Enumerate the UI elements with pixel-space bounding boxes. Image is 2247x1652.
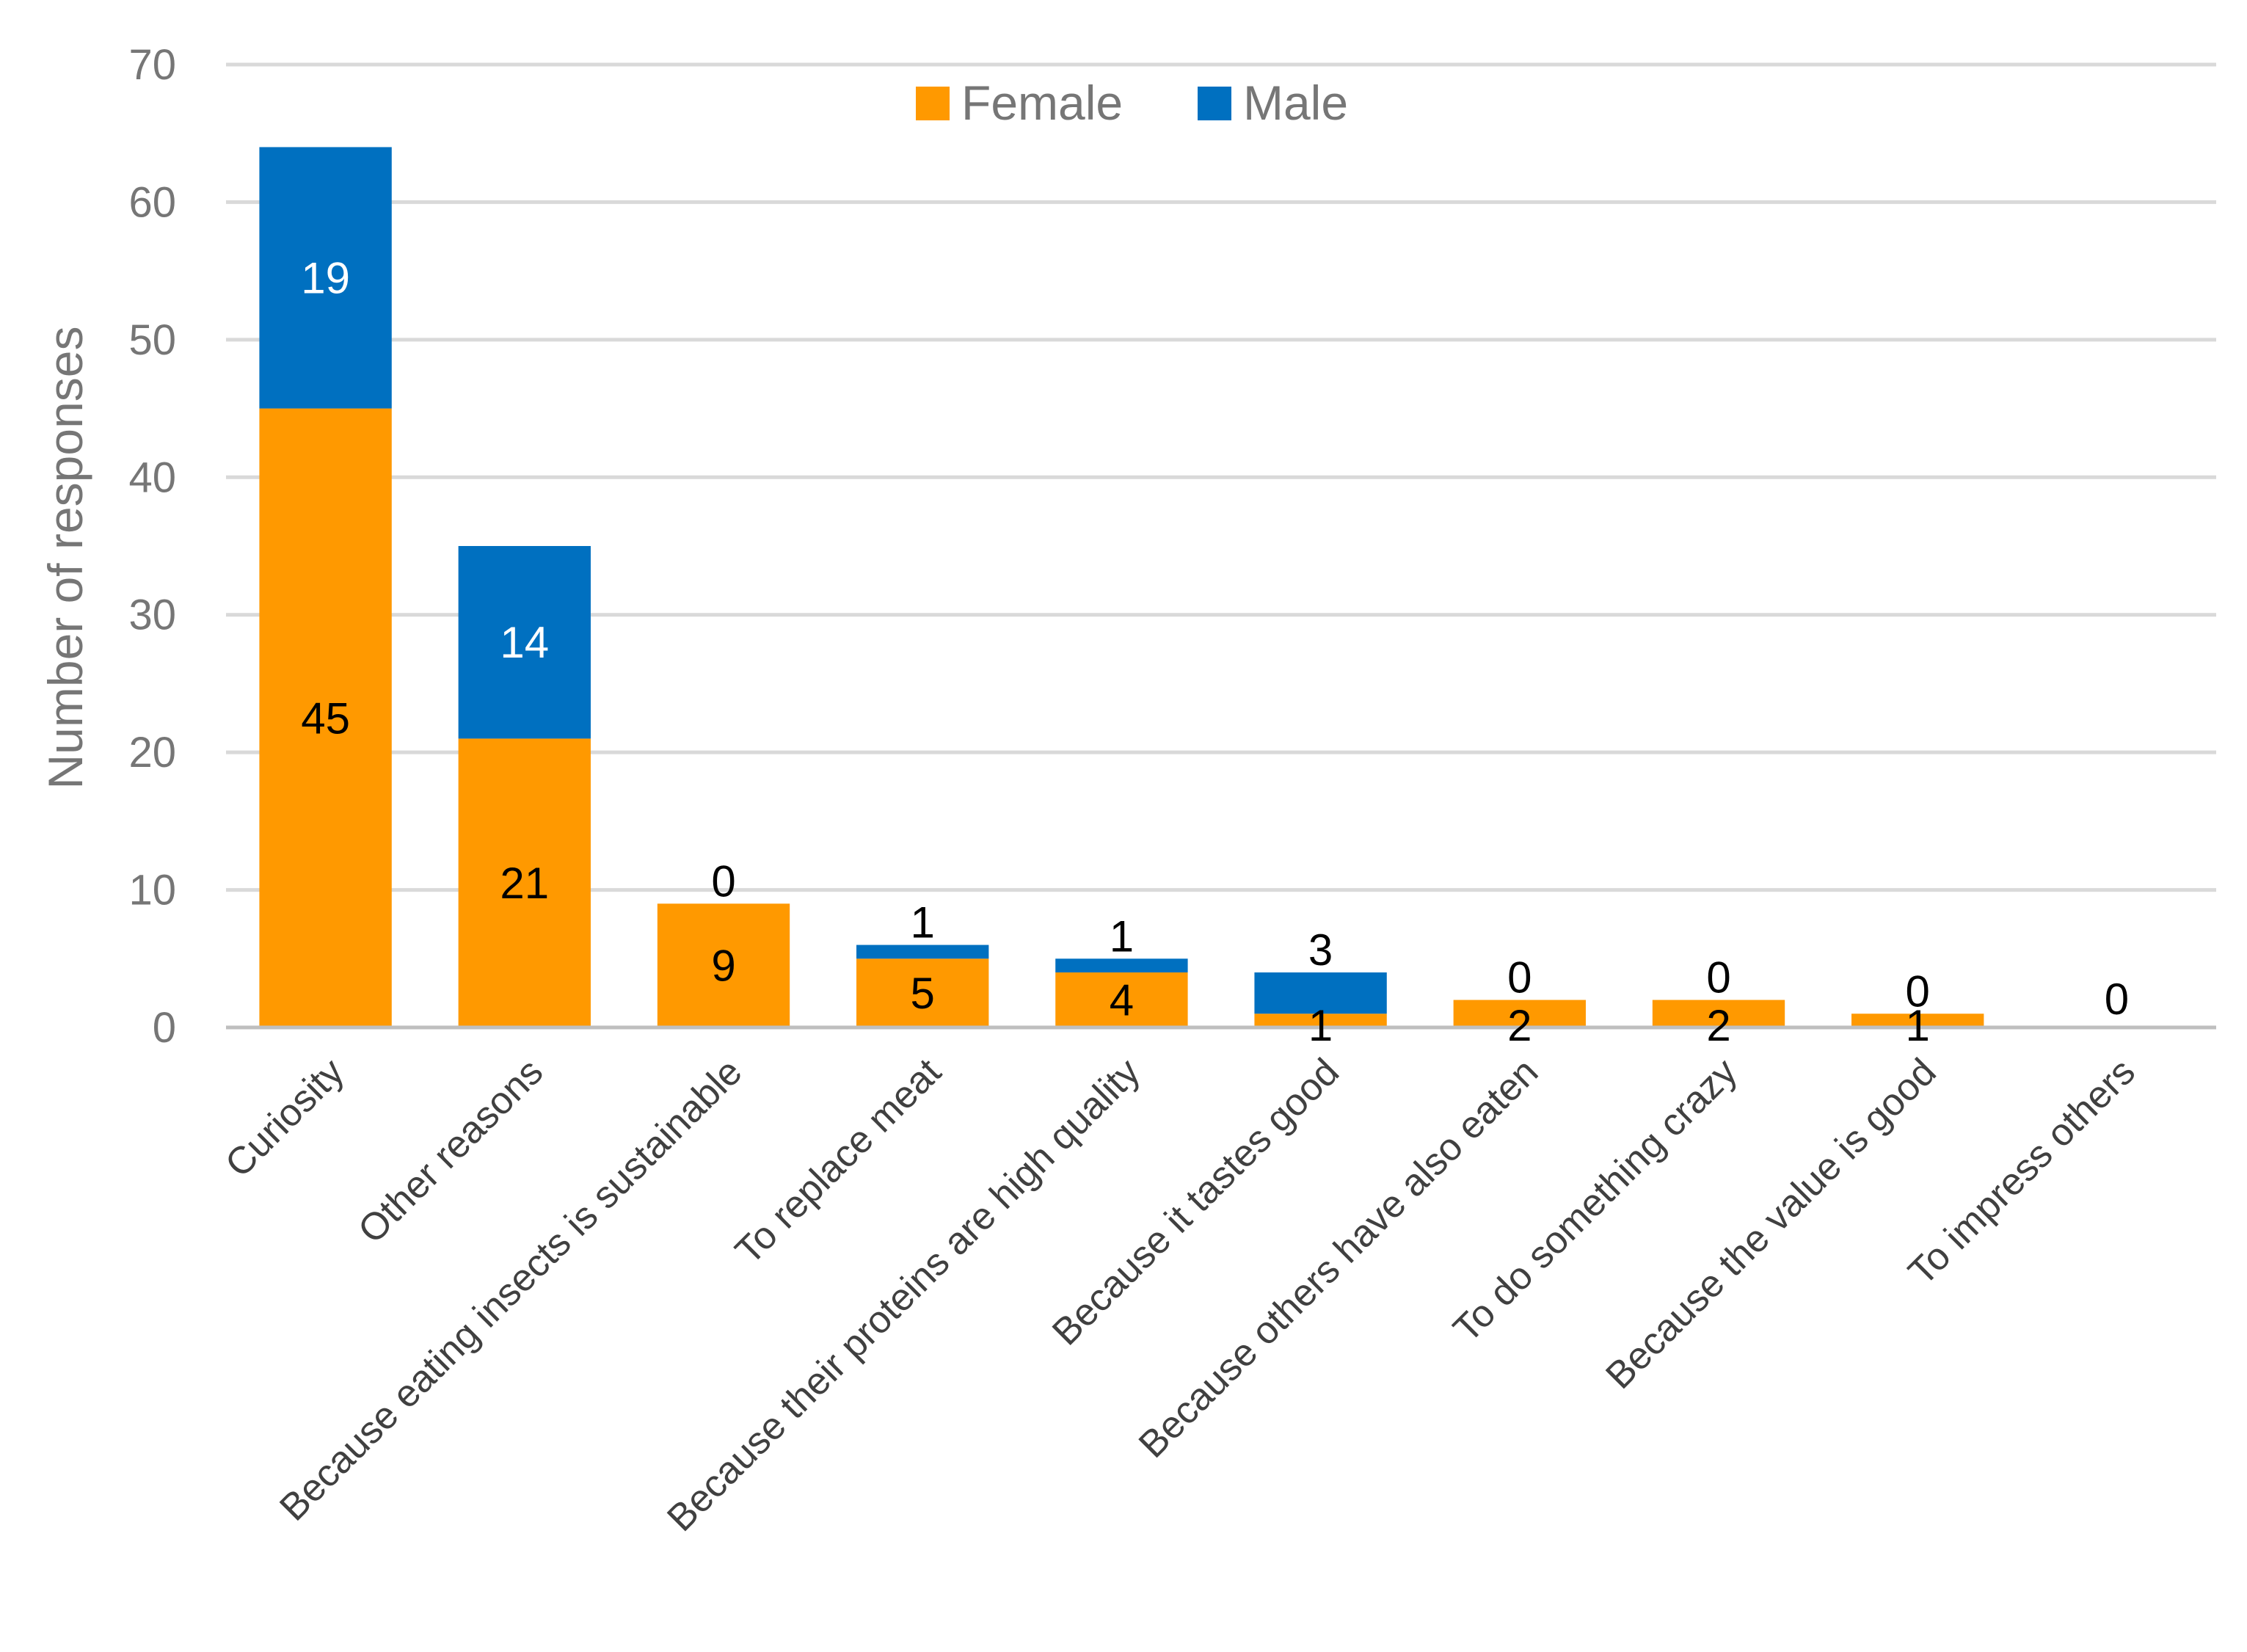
data-label-female-to-do-something-crazy: 2 [1706,1001,1730,1050]
data-label-male-because-it-tastes-good: 3 [1308,925,1333,975]
data-label-female-curiosity: 45 [301,694,350,743]
bar-female-to-replace-meat [856,958,989,1027]
x-tick-label-curiosity: Curiosity [217,1050,352,1185]
data-label-male-to-impress-others: 0 [2105,975,2129,1024]
x-tick-label-other-reasons: Other reasons [350,1050,551,1251]
y-axis-title: Number of responses [38,327,92,790]
y-tick-label-10: 10 [128,867,176,914]
legend-label-female: Female [961,76,1123,130]
legend: Female Male [916,76,1348,130]
y-tick-label-20: 20 [128,729,176,776]
data-label-female-because-the-value-is-good: 1 [1906,1001,1930,1050]
bar-female-because-others-have-also-eaten [1453,1000,1586,1027]
bar-male-because-their-proteins-are-high-quality [1055,958,1188,973]
y-tick-label-50: 50 [128,316,176,364]
x-tick-label-because-others-have-also-eaten: Because others have also eaten [1131,1050,1546,1466]
legend-label-male: Male [1243,76,1348,130]
y-tick-label-0: 0 [153,1004,176,1052]
bar-female-to-do-something-crazy [1652,1000,1785,1027]
data-label-male-because-the-value-is-good: 0 [1906,967,1930,1016]
data-label-male-other-reasons: 14 [500,618,549,667]
data-label-male-because-eating-insects-is-sustainable: 0 [711,856,735,906]
bar-female-other-reasons [458,738,591,1027]
data-label-male-curiosity: 19 [301,254,350,303]
x-tick-label-because-the-value-is-good: Because the value is good [1598,1050,1944,1397]
y-tick-label-60: 60 [128,178,176,226]
data-label-male-to-do-something-crazy: 0 [1706,953,1730,1003]
data-label-male-because-others-have-also-eaten: 0 [1507,953,1532,1003]
x-tick-label-because-eating-insects-is-sustainable: Because eating insects is sustainable [272,1050,750,1529]
bar-male-because-it-tastes-good [1254,972,1387,1014]
bar-male-to-replace-meat [856,945,989,959]
data-label-female-to-replace-meat: 5 [911,969,935,1018]
bar-female-because-their-proteins-are-high-quality [1055,972,1188,1027]
y-tick-label-40: 40 [128,454,176,501]
data-label-female-other-reasons: 21 [500,859,549,908]
bars [259,147,1984,1027]
y-tick-label-70: 70 [128,41,176,89]
data-label-female-because-it-tastes-good: 1 [1308,1001,1333,1050]
data-label-female-because-their-proteins-are-high-quality: 4 [1110,976,1134,1025]
legend-swatch-female [916,87,950,120]
bar-male-other-reasons [458,546,591,739]
bar-female-because-eating-insects-is-sustainable [657,903,790,1027]
data-label-female-because-others-have-also-eaten: 2 [1507,1001,1532,1050]
data-label-female-because-eating-insects-is-sustainable: 9 [711,942,735,991]
x-tick-label-to-replace-meat: To replace meat [727,1050,950,1273]
bar-male-curiosity [259,147,392,409]
bar-female-because-it-tastes-good [1254,1014,1387,1027]
bar-female-curiosity [259,408,392,1027]
y-tick-label-30: 30 [128,592,176,639]
data-label-male-because-their-proteins-are-high-quality: 1 [1110,911,1134,961]
bar-female-because-the-value-is-good [1851,1014,1984,1027]
data-label-male-to-replace-meat: 1 [911,898,935,947]
y-axis-ticks: 0 10 20 30 40 50 60 70 [128,41,176,1052]
legend-swatch-male [1198,87,1231,120]
